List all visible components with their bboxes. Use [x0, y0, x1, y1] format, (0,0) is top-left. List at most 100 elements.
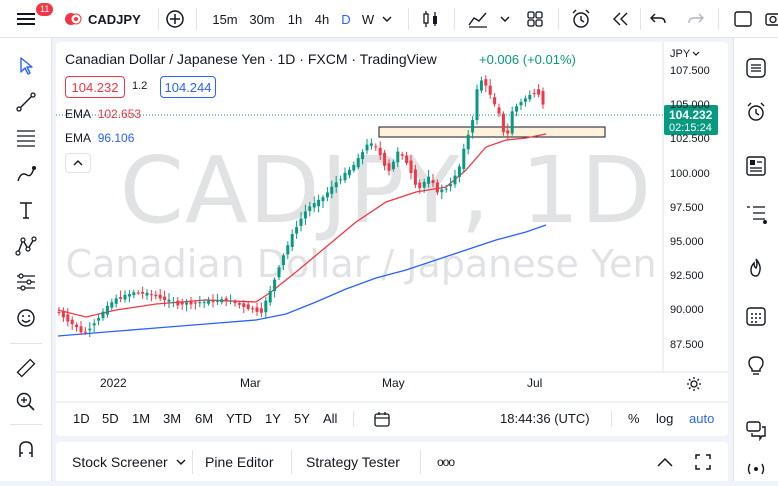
indicators-button[interactable] [464, 0, 492, 38]
trend-line-tool[interactable] [12, 88, 40, 116]
top-toolbar: 11 CADJPY 15m 30m 1h 4h D W [0, 0, 778, 38]
range-6m[interactable]: 6M [195, 411, 214, 426]
object-tree-button[interactable] [742, 200, 770, 228]
chat-bubbles-icon [746, 421, 766, 441]
chart-panel[interactable]: CADJPY, 1D Canadian Dollar / Japanese Ye… [56, 42, 728, 436]
compare-add-button[interactable] [162, 0, 188, 38]
interval-w[interactable]: W [361, 11, 375, 27]
streams-button[interactable] [742, 458, 770, 486]
magnet-tool[interactable] [12, 436, 40, 464]
cursor-icon [20, 57, 33, 75]
hotlists-button[interactable] [742, 254, 770, 282]
candle-body [462, 148, 466, 169]
candle-body [391, 161, 395, 170]
zoom-tool[interactable] [12, 388, 40, 416]
log-scale-toggle[interactable]: log [656, 411, 674, 426]
resistance-zone[interactable] [378, 126, 606, 138]
price-tick-label: 97.500 [670, 201, 704, 214]
main-menu-button[interactable]: 11 [8, 0, 54, 38]
candle-body [83, 331, 87, 333]
ema-fast-line [57, 133, 547, 318]
alerts-button[interactable] [742, 98, 770, 126]
range-3m[interactable]: 3M [163, 411, 182, 426]
undo-button[interactable] [646, 0, 670, 38]
calendar-icon [746, 307, 766, 326]
sell-price-button[interactable]: 104.232 [65, 76, 125, 98]
divider [158, 8, 159, 30]
replay-button[interactable] [608, 0, 634, 38]
chats-button[interactable] [742, 416, 770, 444]
range-1y[interactable]: 1Y [265, 411, 281, 426]
chart-type-button[interactable] [418, 0, 444, 38]
candle-body [330, 186, 334, 194]
range-1d[interactable]: 1D [73, 411, 90, 426]
measure-tool[interactable] [12, 354, 40, 382]
data-window-button[interactable] [742, 152, 770, 180]
candle-body [229, 300, 233, 302]
alert-button[interactable] [568, 0, 594, 38]
candles-icon [423, 11, 437, 27]
tab-pine-editor[interactable]: Pine Editor [205, 453, 274, 470]
fullscreen-button[interactable] [730, 0, 756, 38]
candle-body [308, 206, 312, 211]
candle-body [193, 302, 197, 304]
fib-tool[interactable] [12, 124, 40, 152]
symbol-search-button[interactable]: CADJPY [64, 0, 141, 38]
tab-stock-screener[interactable]: Stock Screener [72, 442, 186, 481]
camera-icon [765, 13, 778, 26]
calendar-button[interactable] [742, 302, 770, 330]
tab-strategy-tester[interactable]: Strategy Tester [306, 453, 400, 470]
buy-price-button[interactable]: 104.244 [160, 76, 216, 98]
candle-body [334, 182, 338, 188]
price-tick-label: 107.500 [670, 65, 710, 77]
camera-button[interactable] [764, 0, 778, 38]
data-window-icon [746, 156, 766, 176]
more-tabs-button[interactable]: ooo [437, 454, 455, 469]
redo-button[interactable] [684, 0, 708, 38]
candle-body [361, 152, 365, 160]
range-ytd[interactable]: YTD [226, 411, 252, 426]
range-all[interactable]: All [323, 411, 338, 426]
indicators-dropdown[interactable] [498, 0, 512, 38]
candle-body [158, 294, 162, 299]
percent-scale-toggle[interactable]: % [628, 411, 640, 426]
range-1m[interactable]: 1M [132, 411, 151, 426]
icons-tool[interactable] [12, 304, 40, 332]
cursor-tool[interactable] [12, 52, 40, 80]
interval-30m[interactable]: 30m [249, 11, 275, 27]
interval-1h[interactable]: 1h [287, 11, 303, 27]
interval-d[interactable]: D [341, 11, 351, 27]
maximize-panel-button[interactable] [694, 442, 712, 481]
chart-settings-button[interactable] [686, 376, 702, 392]
interval-4h[interactable]: 4h [314, 11, 330, 27]
auto-scale-toggle[interactable]: auto [689, 411, 715, 426]
utc-clock[interactable]: 18:44:36 (UTC) [500, 411, 590, 426]
interval-15m[interactable]: 15m [212, 11, 238, 27]
candle-body [317, 199, 321, 207]
collapse-panel-button[interactable] [656, 442, 674, 481]
price-plot[interactable] [56, 42, 728, 436]
text-tool[interactable] [12, 196, 40, 224]
layout-button[interactable] [522, 0, 548, 38]
ema-slow-legend[interactable]: EMA 96.106 [65, 131, 134, 145]
collapse-legend-button[interactable] [65, 153, 91, 173]
candle-body [61, 311, 65, 318]
interval-dropdown[interactable] [380, 0, 394, 38]
chart-title[interactable]: Canadian Dollar / Japanese Yen · 1D · FX… [65, 51, 437, 67]
candle-body [466, 134, 470, 150]
range-5d[interactable]: 5D [102, 411, 119, 426]
candle-body [387, 163, 391, 171]
ema-fast-legend[interactable]: EMA 102.653 [65, 107, 141, 121]
pattern-tool[interactable] [12, 232, 40, 260]
candle-body [479, 80, 483, 91]
watchlist-button[interactable] [742, 54, 770, 82]
brush-tool[interactable] [12, 160, 40, 188]
prediction-tool[interactable] [12, 268, 40, 296]
ema-fast-label: EMA [65, 107, 91, 121]
ideas-button[interactable] [742, 352, 770, 380]
goto-date-button[interactable] [373, 410, 391, 428]
range-5y[interactable]: 5Y [294, 411, 310, 426]
pattern-icon [15, 236, 37, 256]
currency-selector[interactable]: JPY [670, 48, 700, 60]
candle-body [484, 79, 488, 86]
